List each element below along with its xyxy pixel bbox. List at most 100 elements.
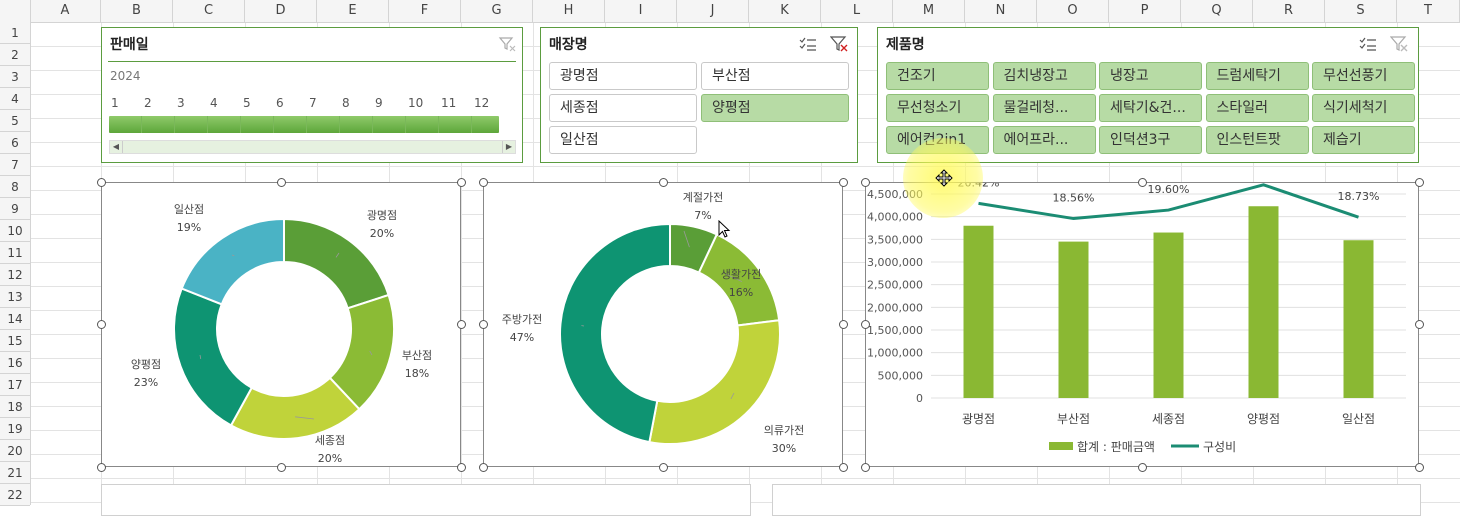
- product-filter-button[interactable]: 인덕션3구: [1099, 126, 1202, 154]
- month-label[interactable]: 8: [342, 96, 350, 110]
- product-filter-button[interactable]: 식기세척기: [1312, 94, 1415, 122]
- resize-handle[interactable]: [277, 178, 286, 187]
- month-label[interactable]: 6: [276, 96, 284, 110]
- row-header-cell[interactable]: 6: [0, 132, 30, 154]
- product-filter-button[interactable]: 냉장고: [1099, 62, 1202, 90]
- column-header-cell[interactable]: Q: [1181, 0, 1253, 22]
- timeline-scrollbar[interactable]: ◀ ▶: [109, 140, 516, 154]
- month-label[interactable]: 7: [309, 96, 317, 110]
- column-header-cell[interactable]: K: [749, 0, 821, 22]
- product-filter-button[interactable]: 김치냉장고: [993, 62, 1096, 90]
- month-label[interactable]: 11: [441, 96, 456, 110]
- month-label[interactable]: 12: [474, 96, 489, 110]
- column-header-cell[interactable]: N: [965, 0, 1037, 22]
- row-header-cell[interactable]: 18: [0, 396, 30, 418]
- sales-bar[interactable]: [1249, 206, 1279, 398]
- column-header-cell[interactable]: S: [1325, 0, 1397, 22]
- product-filter-button[interactable]: 스타일러: [1206, 94, 1309, 122]
- clear-filter-icon[interactable]: [498, 36, 516, 52]
- timeline-bar[interactable]: [109, 116, 499, 133]
- column-header-cell[interactable]: L: [821, 0, 893, 22]
- column-header-cell[interactable]: C: [173, 0, 245, 22]
- resize-handle[interactable]: [457, 178, 466, 187]
- scroll-right-icon[interactable]: ▶: [502, 141, 515, 153]
- store-filter-button[interactable]: 양평점: [701, 94, 849, 122]
- select-all-corner[interactable]: [0, 0, 31, 22]
- column-header-cell[interactable]: R: [1253, 0, 1325, 22]
- resize-handle[interactable]: [861, 463, 870, 472]
- column-header-cell[interactable]: A: [30, 0, 101, 22]
- column-header-cell[interactable]: B: [101, 0, 173, 22]
- row-header-cell[interactable]: 3: [0, 66, 30, 88]
- resize-handle[interactable]: [479, 178, 488, 187]
- donut-slice[interactable]: [560, 224, 670, 442]
- column-header-cell[interactable]: D: [245, 0, 317, 22]
- column-header-cell[interactable]: O: [1037, 0, 1109, 22]
- resize-handle[interactable]: [277, 463, 286, 472]
- row-header-cell[interactable]: 9: [0, 198, 30, 220]
- resize-handle[interactable]: [479, 463, 488, 472]
- lower-chart-box[interactable]: [101, 484, 751, 516]
- resize-handle[interactable]: [861, 178, 870, 187]
- store-filter-button[interactable]: 일산점: [549, 126, 697, 154]
- column-header-cell[interactable]: M: [893, 0, 965, 22]
- column-header-cell[interactable]: P: [1109, 0, 1181, 22]
- store-filter-button[interactable]: 부산점: [701, 62, 849, 90]
- clear-filter-icon[interactable]: [1390, 36, 1408, 52]
- row-header-cell[interactable]: 1: [0, 22, 30, 44]
- row-header-cell[interactable]: 21: [0, 462, 30, 484]
- month-label[interactable]: 9: [375, 96, 383, 110]
- clear-filter-icon[interactable]: [830, 36, 848, 52]
- product-filter-button[interactable]: 물걸레청...: [993, 94, 1096, 122]
- row-header-cell[interactable]: 5: [0, 110, 30, 132]
- donut-slice[interactable]: [649, 320, 780, 444]
- product-filter-button[interactable]: 인스턴트팟: [1206, 126, 1309, 154]
- lower-table-box[interactable]: [772, 484, 1421, 516]
- resize-handle[interactable]: [1415, 320, 1424, 329]
- resize-handle[interactable]: [1415, 463, 1424, 472]
- sales-bar[interactable]: [1154, 233, 1184, 398]
- column-header-cell[interactable]: T: [1397, 0, 1460, 22]
- product-filter-button[interactable]: 무선청소기: [886, 94, 989, 122]
- sales-bar[interactable]: [964, 226, 994, 398]
- month-label[interactable]: 3: [177, 96, 185, 110]
- combo-chart-sales[interactable]: 0500,0001,000,0001,500,0002,000,0002,500…: [866, 183, 1418, 466]
- resize-handle[interactable]: [659, 463, 668, 472]
- resize-handle[interactable]: [839, 463, 848, 472]
- column-header-cell[interactable]: H: [533, 0, 605, 22]
- store-filter-button[interactable]: 광명점: [549, 62, 697, 90]
- product-filter-button[interactable]: 건조기: [886, 62, 989, 90]
- resize-handle[interactable]: [457, 320, 466, 329]
- row-header-cell[interactable]: 16: [0, 352, 30, 374]
- column-header-cell[interactable]: G: [461, 0, 533, 22]
- row-header-cell[interactable]: 22: [0, 484, 30, 506]
- row-header-cell[interactable]: 10: [0, 220, 30, 242]
- row-header-cell[interactable]: 8: [0, 176, 30, 198]
- multi-select-icon[interactable]: [799, 36, 817, 52]
- resize-handle[interactable]: [97, 178, 106, 187]
- row-header-cell[interactable]: 17: [0, 374, 30, 396]
- column-header-cell[interactable]: F: [389, 0, 461, 22]
- product-filter-button[interactable]: 제습기: [1312, 126, 1415, 154]
- column-header-cell[interactable]: E: [317, 0, 389, 22]
- resize-handle[interactable]: [1138, 178, 1147, 187]
- product-filter-button[interactable]: 드럼세탁기: [1206, 62, 1309, 90]
- sales-bar[interactable]: [1344, 240, 1374, 398]
- row-header-cell[interactable]: 2: [0, 44, 30, 66]
- row-header-cell[interactable]: 12: [0, 264, 30, 286]
- resize-handle[interactable]: [479, 320, 488, 329]
- row-header-cell[interactable]: 7: [0, 154, 30, 176]
- row-header-cell[interactable]: 20: [0, 440, 30, 462]
- resize-handle[interactable]: [97, 320, 106, 329]
- store-filter-button[interactable]: 세종점: [549, 94, 697, 122]
- multi-select-icon[interactable]: [1359, 36, 1377, 52]
- resize-handle[interactable]: [839, 320, 848, 329]
- row-header-cell[interactable]: 14: [0, 308, 30, 330]
